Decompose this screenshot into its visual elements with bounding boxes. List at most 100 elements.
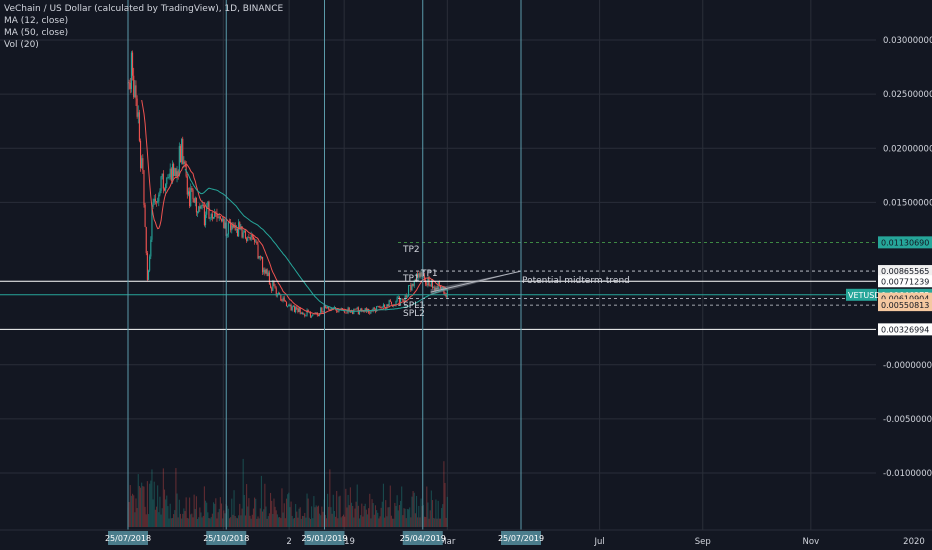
tp1-label[interactable]: TP1: [402, 274, 420, 284]
volume-bar: [390, 515, 392, 527]
candle-body: [197, 212, 199, 214]
volume-bar: [168, 518, 170, 527]
candle-body: [238, 222, 240, 237]
volume-bar: [275, 510, 277, 527]
candle-body: [319, 313, 321, 316]
candle-body: [130, 52, 132, 89]
volume-bar: [353, 517, 355, 527]
volume-bar: [242, 458, 244, 527]
candle-body: [201, 204, 203, 206]
volume-bar: [290, 501, 292, 527]
price-tag: [878, 299, 932, 312]
volume-bar: [282, 512, 284, 527]
volume-bar: [368, 508, 370, 527]
volume-bar: [280, 518, 282, 527]
candle-body: [390, 301, 392, 305]
candle-body: [287, 306, 289, 307]
candle-body: [128, 82, 130, 83]
volume-bar: [244, 515, 247, 527]
volume-bar: [243, 494, 245, 527]
volume-bar: [130, 495, 132, 527]
volume-bar: [181, 518, 183, 527]
price-tag: [878, 275, 932, 288]
candle-body: [259, 256, 261, 258]
volume-bar: [128, 502, 130, 527]
candle-body: [444, 293, 446, 295]
trend-label[interactable]: Potential midterm-trend: [522, 276, 630, 286]
volume-bar: [376, 510, 378, 527]
candle-body: [133, 75, 135, 97]
volume-bar: [295, 504, 297, 527]
spl2-label[interactable]: SPL2: [403, 309, 425, 319]
volume-bar: [427, 502, 429, 527]
candle-body: [211, 214, 213, 219]
volume-bar: [238, 515, 240, 527]
candle-body: [398, 296, 400, 305]
volume-bar: [441, 508, 443, 527]
candle-body: [260, 256, 262, 258]
candle-body: [410, 284, 412, 291]
volume-bar: [361, 503, 363, 527]
volume-bar: [274, 506, 276, 527]
candle-body: [267, 272, 269, 277]
volume-bar: [250, 518, 252, 527]
candle-body: [243, 231, 245, 233]
candle-body: [373, 308, 375, 310]
volume-bar: [185, 497, 187, 527]
candle-body: [337, 311, 339, 313]
candle-body: [303, 313, 305, 315]
volume-bar: [226, 505, 228, 527]
tp1-label-upper[interactable]: TP1: [420, 269, 438, 279]
time-tick-label: Mar: [439, 537, 456, 547]
volume-bar: [409, 507, 411, 527]
volume-bar: [344, 516, 346, 527]
time-tick-label: Jul: [593, 537, 604, 547]
volume-bar: [305, 517, 307, 527]
volume-bar: [299, 507, 301, 527]
volume-bar: [381, 501, 383, 527]
candle-body: [265, 269, 267, 274]
tp2-label[interactable]: TP2: [402, 245, 420, 255]
volume-bar: [297, 517, 299, 527]
candle-body: [239, 222, 241, 230]
volume-bar: [219, 497, 221, 527]
candle-body: [149, 256, 151, 271]
volume-bar: [444, 482, 446, 527]
candle-body: [405, 295, 407, 298]
volume-bar: [230, 517, 232, 527]
volume-bar: [407, 509, 410, 527]
volume-bar: [214, 503, 216, 527]
candle-body: [144, 204, 146, 227]
candle-body: [321, 307, 323, 312]
candle-body: [268, 272, 270, 285]
candle-body: [162, 173, 164, 189]
candle-body: [207, 201, 209, 207]
date-marker-tag: [402, 531, 443, 545]
candle-body: [355, 308, 357, 310]
volume-bar: [149, 483, 151, 527]
volume-bar: [159, 496, 161, 527]
volume-bar: [146, 481, 148, 527]
candle-body: [356, 307, 358, 310]
volume-bar: [321, 506, 323, 527]
candle-body: [285, 301, 288, 307]
candle-body: [413, 280, 415, 286]
candle-body: [305, 315, 307, 317]
volume-bar: [356, 484, 358, 527]
candle-body: [134, 85, 136, 97]
volume-bar: [363, 506, 365, 527]
volume-bar: [254, 497, 256, 527]
candle-body: [220, 218, 223, 221]
volume-bar: [265, 506, 267, 527]
candle-body: [170, 168, 172, 181]
time-tick-label: 2020: [903, 537, 925, 547]
candle-body: [212, 217, 215, 219]
volume-bar: [201, 517, 203, 527]
spl1-label[interactable]: SPL1: [403, 301, 425, 311]
chart-legend: VeChain / US Dollar (calculated by Tradi…: [4, 3, 283, 51]
volume-bar: [429, 510, 431, 527]
candle-body: [298, 307, 300, 313]
candle-body: [231, 225, 233, 231]
